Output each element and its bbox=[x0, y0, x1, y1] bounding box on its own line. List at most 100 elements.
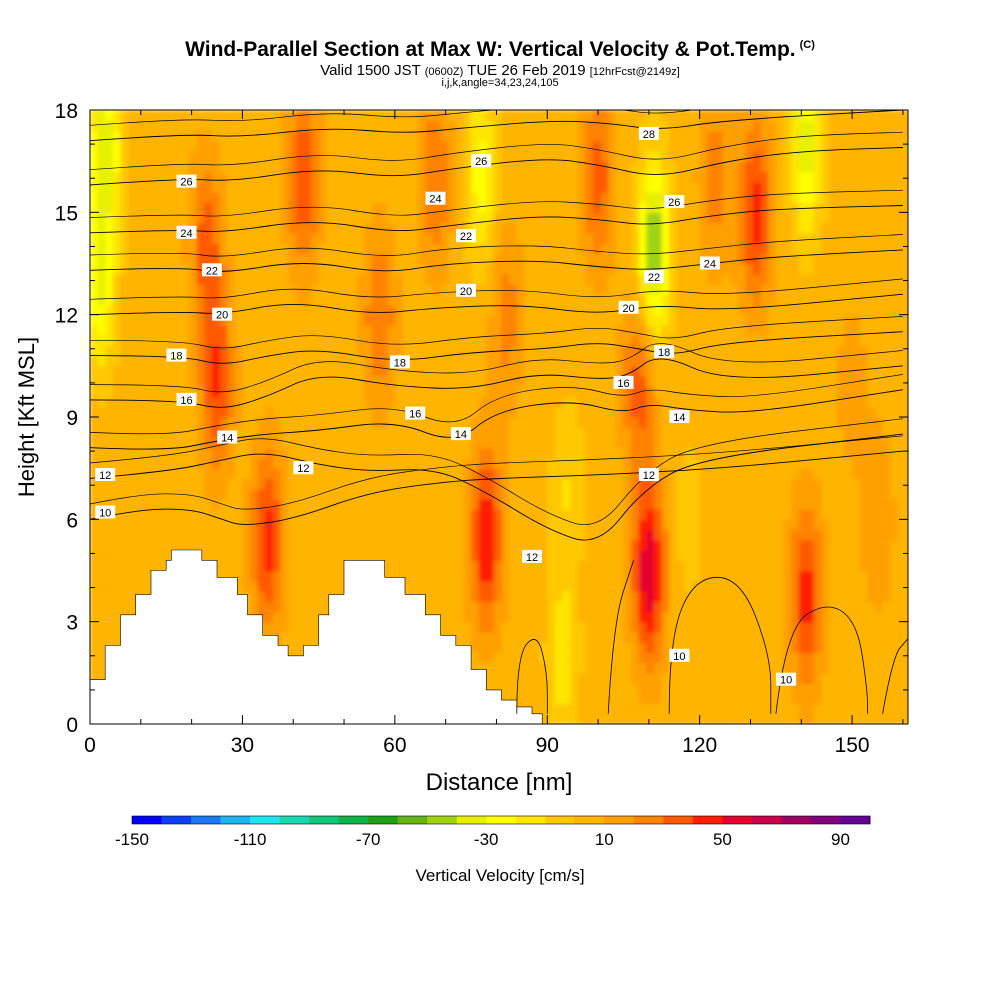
velocity-cell bbox=[219, 253, 228, 265]
velocity-cell bbox=[516, 417, 526, 429]
velocity-cell bbox=[150, 437, 160, 449]
velocity-cell bbox=[326, 273, 335, 285]
velocity-cell bbox=[326, 498, 335, 510]
velocity-cell bbox=[707, 631, 716, 643]
velocity-cell bbox=[272, 232, 282, 244]
velocity-cell bbox=[539, 253, 549, 265]
velocity-cell bbox=[173, 365, 183, 377]
velocity-cell bbox=[509, 468, 518, 480]
velocity-cell bbox=[509, 345, 518, 357]
velocity-cell bbox=[455, 437, 465, 449]
velocity-cell bbox=[311, 355, 320, 367]
velocity-cell bbox=[250, 304, 259, 316]
velocity-cell bbox=[143, 150, 152, 162]
velocity-cell bbox=[280, 580, 289, 592]
velocity-cell bbox=[410, 580, 419, 592]
velocity-cell bbox=[112, 243, 122, 255]
velocity-cell bbox=[707, 437, 716, 449]
velocity-cell bbox=[493, 498, 503, 510]
velocity-cell bbox=[135, 406, 145, 418]
velocity-cell bbox=[471, 355, 480, 367]
velocity-cell bbox=[227, 365, 236, 377]
velocity-cell bbox=[615, 335, 625, 347]
velocity-cell bbox=[341, 529, 350, 541]
velocity-cell bbox=[219, 560, 228, 572]
velocity-cell bbox=[493, 570, 503, 582]
velocity-cell bbox=[524, 376, 533, 388]
velocity-cell bbox=[684, 396, 693, 408]
velocity-cell bbox=[592, 263, 602, 275]
velocity-cell bbox=[600, 140, 610, 152]
velocity-cell bbox=[684, 335, 693, 347]
velocity-cell bbox=[387, 283, 396, 295]
velocity-cell bbox=[150, 519, 160, 531]
velocity-cell bbox=[417, 365, 427, 377]
velocity-cell bbox=[608, 222, 617, 234]
velocity-cell bbox=[478, 488, 488, 500]
velocity-cell bbox=[676, 130, 686, 142]
velocity-cell bbox=[493, 611, 503, 623]
velocity-cell bbox=[394, 171, 404, 183]
velocity-cell bbox=[333, 232, 343, 244]
velocity-cell bbox=[493, 437, 503, 449]
velocity-cell bbox=[318, 539, 328, 551]
velocity-cell bbox=[234, 335, 244, 347]
velocity-cell bbox=[501, 406, 510, 418]
velocity-cell bbox=[623, 539, 632, 551]
velocity-cell bbox=[440, 406, 449, 418]
velocity-cell bbox=[562, 130, 571, 142]
velocity-cell bbox=[295, 181, 305, 193]
velocity-cell bbox=[547, 519, 556, 531]
velocity-cell bbox=[524, 427, 533, 439]
velocity-cell bbox=[600, 130, 610, 142]
velocity-cell bbox=[623, 355, 632, 367]
velocity-cell bbox=[204, 243, 213, 255]
velocity-cell bbox=[410, 396, 419, 408]
velocity-cell bbox=[570, 110, 579, 122]
velocity-cell bbox=[714, 243, 724, 255]
velocity-cell bbox=[509, 447, 518, 459]
velocity-cell bbox=[105, 488, 114, 500]
velocity-cell bbox=[509, 355, 518, 367]
velocity-cell bbox=[669, 519, 678, 531]
velocity-cell bbox=[722, 713, 731, 724]
velocity-cell bbox=[562, 550, 571, 562]
velocity-cell bbox=[631, 345, 640, 357]
velocity-cell bbox=[356, 232, 366, 244]
velocity-cell bbox=[471, 396, 480, 408]
velocity-cell bbox=[661, 693, 670, 705]
velocity-cell bbox=[615, 417, 625, 429]
velocity-cell bbox=[288, 560, 297, 572]
velocity-cell bbox=[97, 324, 107, 336]
velocity-cell bbox=[699, 601, 709, 613]
velocity-cell bbox=[539, 621, 549, 633]
velocity-cell bbox=[97, 580, 107, 592]
velocity-cell bbox=[158, 335, 168, 347]
velocity-cell bbox=[638, 181, 648, 193]
velocity-cell bbox=[463, 601, 472, 613]
velocity-cell bbox=[592, 652, 602, 664]
velocity-cell bbox=[410, 120, 419, 132]
velocity-cell bbox=[585, 468, 594, 480]
velocity-cell bbox=[272, 150, 282, 162]
velocity-cell bbox=[440, 621, 449, 633]
velocity-cell bbox=[303, 550, 312, 562]
velocity-cell bbox=[692, 283, 701, 295]
velocity-cell bbox=[280, 212, 289, 224]
velocity-cell bbox=[128, 171, 137, 183]
velocity-cell bbox=[501, 273, 510, 285]
velocity-cell bbox=[524, 621, 533, 633]
velocity-cell bbox=[211, 427, 221, 439]
velocity-cell bbox=[516, 580, 526, 592]
velocity-cell bbox=[288, 590, 297, 602]
velocity-cell bbox=[699, 529, 709, 541]
velocity-cell bbox=[150, 314, 160, 326]
velocity-cell bbox=[379, 396, 389, 408]
velocity-cell bbox=[318, 406, 328, 418]
velocity-cell bbox=[532, 110, 541, 122]
velocity-cell bbox=[105, 263, 114, 275]
velocity-cell bbox=[432, 161, 442, 173]
velocity-cell bbox=[303, 417, 312, 429]
velocity-cell bbox=[234, 110, 244, 122]
velocity-cell bbox=[653, 202, 663, 214]
